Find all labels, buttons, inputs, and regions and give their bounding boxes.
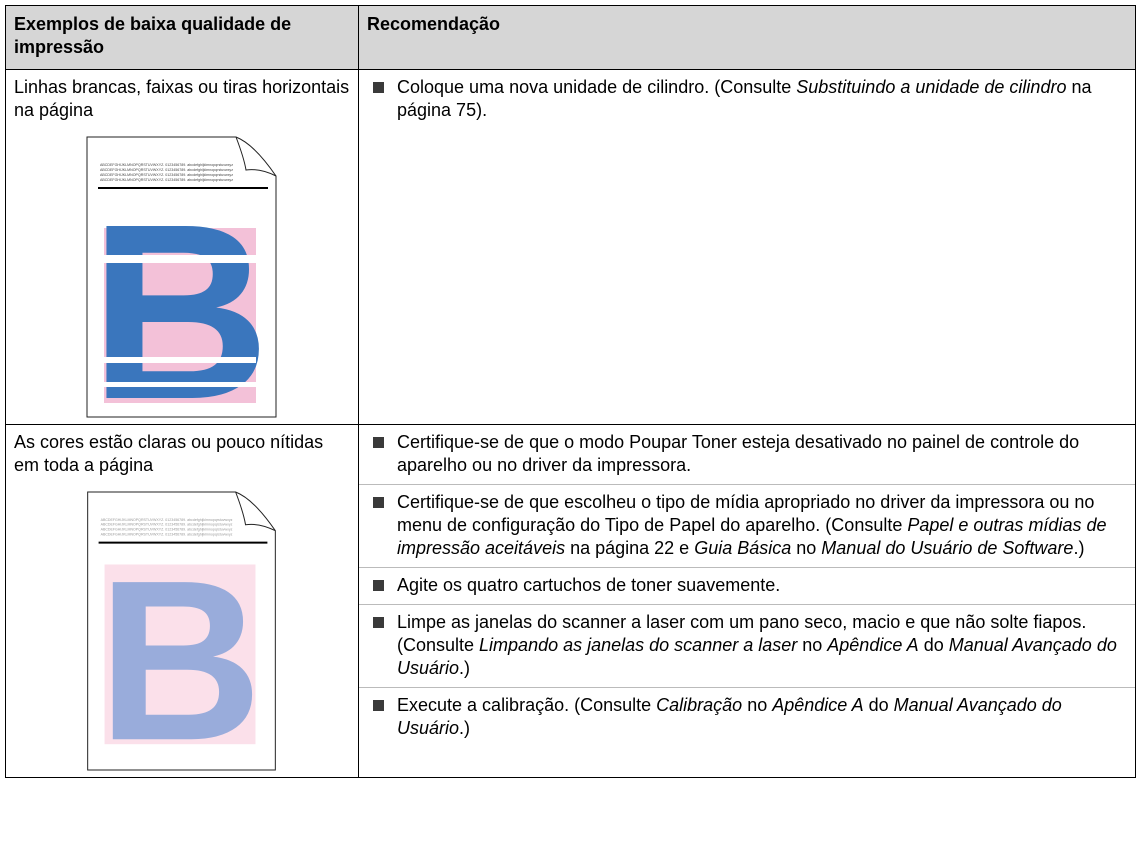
- recommendation-item: Agite os quatro cartuchos de toner suave…: [359, 567, 1135, 604]
- recommendation-text: do: [863, 695, 894, 715]
- sample-text: ABCDEFGHIJKLMNOPQRSTUVWXYZ. 0123456789. …: [100, 163, 233, 167]
- recommendation-text: .): [459, 718, 471, 738]
- sample-background: [104, 564, 256, 745]
- reference-title: Limpando as janelas do scanner a laser: [479, 635, 798, 655]
- recommendation-item: Certifique-se de que o modo Poupar Toner…: [359, 425, 1135, 484]
- recommendation-item: Coloque uma nova unidade de cilindro. (C…: [359, 70, 1135, 129]
- sample-illustration: ABCDEFGHIJKLMNOPQRSTUVWXYZ. 0123456789. …: [86, 136, 277, 418]
- recommendation-text: na página 75).: [397, 77, 1092, 120]
- recommendation-text: Coloque uma nova unidade de cilindro. (C…: [397, 77, 797, 97]
- recommendation-text: Certifique-se de que escolheu o tipo de …: [397, 492, 1095, 535]
- bullet-square: [373, 580, 384, 591]
- reference-title: Manual Avançado do Usuário: [397, 695, 1062, 738]
- reference-title: Manual Avançado do Usuário: [397, 635, 1117, 678]
- recommendation-item: Certifique-se de que escolheu o tipo de …: [359, 484, 1135, 567]
- header-cell: Recomendação: [358, 5, 1136, 70]
- recommendation-item: Limpe as janelas do scanner a laser com …: [359, 604, 1135, 687]
- page-fold: [235, 136, 277, 177]
- recommendation-text: .): [1073, 538, 1085, 558]
- white-band: [104, 382, 256, 387]
- bullet-square: [373, 700, 384, 711]
- table-row: As cores estão claras ou pouco nítidas e…: [5, 424, 1136, 778]
- sample-text: ABCDEFGHIJKLMNOPQRSTUVWXYZ. 0123456789. …: [101, 528, 233, 532]
- table-row: Linhas brancas, faixas ou tiras horizont…: [5, 69, 1136, 425]
- recommendation-text: Certifique-se de que o modo Poupar Toner…: [397, 432, 1080, 475]
- problem-cell: Linhas brancas, faixas ou tiras horizont…: [5, 69, 359, 425]
- reference-title: Substituindo a unidade de cilindro: [796, 77, 1067, 97]
- recommendation-text: no: [791, 538, 822, 558]
- reference-title: Manual do Usuário de Software: [821, 538, 1074, 558]
- recommendation-text: no: [797, 635, 828, 655]
- bullet-square: [373, 497, 384, 508]
- table-body: Linhas brancas, faixas ou tiras horizont…: [5, 69, 1136, 778]
- header-cell: Exemplos de baixa qualidade de impressão: [5, 5, 359, 70]
- sample-text: ABCDEFGHIJKLMNOPQRSTUVWXYZ. 0123456789. …: [101, 533, 233, 537]
- sample-text: ABCDEFGHIJKLMNOPQRSTUVWXYZ. 0123456789. …: [100, 178, 233, 182]
- reference-title: Calibração: [656, 695, 743, 715]
- recommendation-text: na página 22 e: [565, 538, 695, 558]
- reference-title: Guia Básica: [694, 538, 792, 558]
- rule: [98, 187, 268, 189]
- problem-text: As cores estão claras ou pouco nítidas e…: [14, 432, 324, 475]
- sample-text: ABCDEFGHIJKLMNOPQRSTUVWXYZ. 0123456789. …: [100, 168, 233, 172]
- recommendation-item: Execute a calibração. (Consulte Calibraç…: [359, 687, 1135, 747]
- sample-illustration: ABCDEFGHIJKLMNOPQRSTUVWXYZ. 0123456789. …: [87, 491, 276, 771]
- page-fold: [235, 491, 276, 532]
- sample-letter: B: [90, 172, 271, 418]
- recommendation-text: Limpe as janelas do scanner a laser com …: [397, 612, 1087, 655]
- bullet-square: [373, 437, 384, 448]
- bullet-square: [373, 617, 384, 628]
- recommendation-text: no: [742, 695, 773, 715]
- problem-text: Linhas brancas, faixas ou tiras horizont…: [14, 77, 350, 120]
- bullet-square: [373, 82, 384, 93]
- rule: [98, 541, 268, 544]
- sample-text: ABCDEFGHIJKLMNOPQRSTUVWXYZ. 0123456789. …: [101, 518, 233, 522]
- recommendation-text: .): [459, 658, 471, 678]
- recommendation-cell: Coloque uma nova unidade de cilindro. (C…: [358, 69, 1136, 425]
- header-row: Exemplos de baixa qualidade de impressão…: [5, 5, 1136, 70]
- reference-title: Apêndice A: [772, 695, 864, 715]
- recommendation-text: do: [918, 635, 949, 655]
- recommendation-text: Agite os quatro cartuchos de toner suave…: [397, 575, 781, 595]
- recommendation-cell: Certifique-se de que o modo Poupar Toner…: [358, 424, 1136, 778]
- quality-table: Exemplos de baixa qualidade de impressão…: [5, 5, 1136, 778]
- sample-letter: B: [98, 533, 263, 771]
- reference-title: Apêndice A: [827, 635, 919, 655]
- reference-title: Papel e outras mídias de impressão aceit…: [397, 515, 1107, 558]
- sample-text: ABCDEFGHIJKLMNOPQRSTUVWXYZ. 0123456789. …: [101, 523, 233, 527]
- problem-cell: As cores estão claras ou pouco nítidas e…: [5, 424, 359, 778]
- sample-text: ABCDEFGHIJKLMNOPQRSTUVWXYZ. 0123456789. …: [100, 173, 233, 177]
- recommendation-text: Execute a calibração. (Consulte: [397, 695, 657, 715]
- white-band: [104, 255, 256, 263]
- white-band: [104, 357, 256, 363]
